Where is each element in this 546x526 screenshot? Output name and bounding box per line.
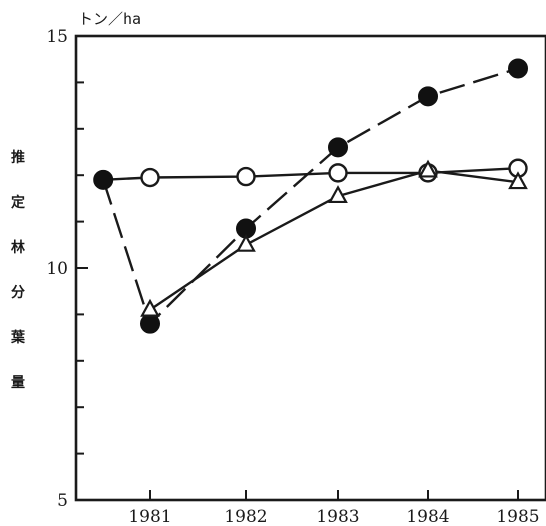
y-axis-label-char: 定 xyxy=(11,194,25,211)
open-circle-marker xyxy=(328,163,348,183)
filled-circle-marker xyxy=(418,86,438,107)
open-triangle-marker xyxy=(236,233,256,252)
x-tick-label: 1982 xyxy=(224,507,267,526)
open-triangle-marker xyxy=(140,298,160,317)
plot-frame xyxy=(74,34,546,502)
x-tick-label: 1983 xyxy=(316,507,359,526)
x-tick-label: 1984 xyxy=(406,507,449,526)
axis-ticks xyxy=(76,35,519,501)
y-axis-label-char: 葉 xyxy=(10,329,26,346)
filled-circle-marker xyxy=(93,169,114,190)
series-line-filled-circle xyxy=(102,67,519,325)
filled-circle-marker xyxy=(328,137,348,158)
y-axis-label-char: 分 xyxy=(11,285,25,301)
open-circle-marker xyxy=(236,166,256,187)
x-tick-label: 1981 xyxy=(128,507,171,526)
x-tick-label: 1985 xyxy=(496,507,539,526)
y-tick-label: 10 xyxy=(46,259,68,279)
y-axis-label-char: 林 xyxy=(11,239,25,256)
filled-circle-marker xyxy=(140,313,160,334)
y-tick-label: 5 xyxy=(57,491,68,511)
open-triangle-marker xyxy=(418,159,438,178)
series-line-open-triangle xyxy=(149,169,519,311)
series-markers xyxy=(93,58,528,334)
open-circle-marker xyxy=(140,167,160,188)
series-lines xyxy=(102,67,519,325)
y-tick-label: 15 xyxy=(46,27,68,47)
open-triangle-marker xyxy=(328,185,348,204)
open-triangle-marker xyxy=(508,171,528,190)
y-axis-label-char: 推 xyxy=(11,149,25,166)
y-axis-label-char: 量 xyxy=(11,375,25,391)
unit-label: トン／ha xyxy=(78,10,141,28)
filled-circle-marker xyxy=(508,58,528,79)
